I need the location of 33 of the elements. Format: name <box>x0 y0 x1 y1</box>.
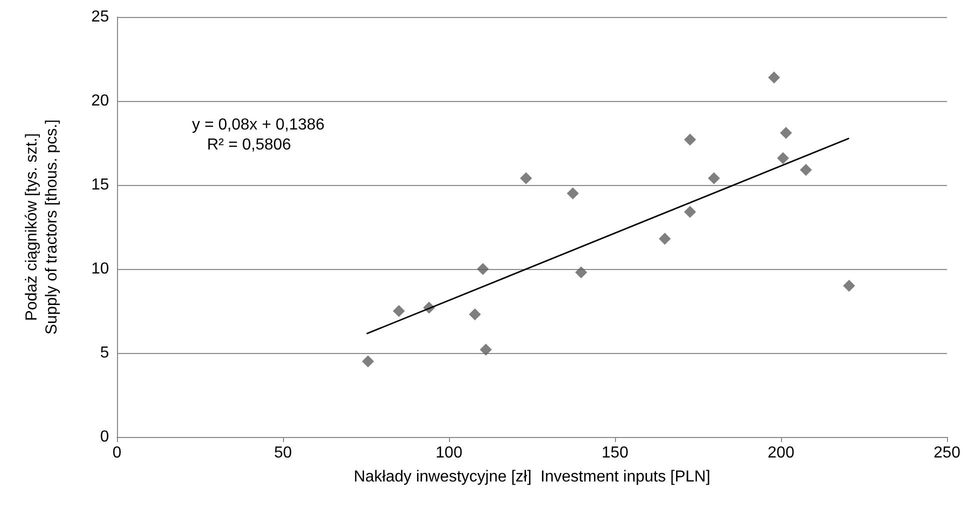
x-tick-label: 50 <box>274 444 292 462</box>
point <box>843 280 856 292</box>
point <box>480 344 492 356</box>
annotation: R² = 0,5806 <box>207 136 292 154</box>
point <box>800 164 812 176</box>
point <box>476 263 489 275</box>
point <box>780 126 792 139</box>
point <box>684 206 696 218</box>
point <box>684 134 696 146</box>
point <box>776 152 789 164</box>
y-tick-label: 10 <box>91 260 110 278</box>
point <box>768 71 780 84</box>
y-tick-label: 25 <box>91 8 110 26</box>
y-tick-label: 0 <box>100 428 110 446</box>
y-tick-label: 5 <box>100 344 110 362</box>
annotation: y = 0,08x + 0,1386 <box>192 116 325 134</box>
point <box>658 232 671 245</box>
y-axis-title: Podaż ciągników [tys. szt.] Supply of tractors [thous. pcs.] <box>24 119 60 335</box>
point <box>566 187 579 200</box>
point <box>468 308 481 320</box>
x-tick-label: 0 <box>112 444 122 462</box>
point <box>392 305 405 317</box>
point <box>708 172 720 184</box>
x-tick-label: 150 <box>602 444 628 462</box>
x-tick-label: 200 <box>768 444 794 462</box>
x-axis-title: Nakłady inwestycyjne [zł] Investment inputs [PLN] <box>354 468 710 486</box>
point <box>520 172 532 184</box>
y-tick-label: 20 <box>91 92 110 110</box>
x-tick-label: 250 <box>934 444 960 462</box>
y-tick-label: 15 <box>91 176 110 194</box>
point <box>362 355 374 368</box>
x-tick-label: 100 <box>436 444 462 462</box>
point <box>575 266 588 278</box>
